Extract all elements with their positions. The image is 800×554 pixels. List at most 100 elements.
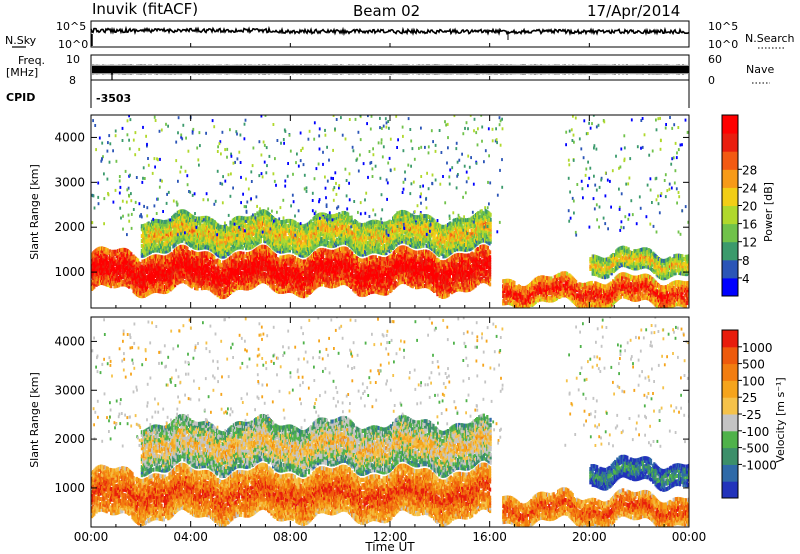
power-cell [167, 228, 170, 233]
power-cell [261, 252, 264, 257]
power-cell [420, 252, 423, 257]
power-cell [301, 272, 304, 276]
power-cell [182, 252, 186, 257]
power-cell [177, 245, 180, 250]
power-cell [383, 286, 386, 291]
power-cell [156, 236, 159, 241]
power-cell [194, 261, 197, 266]
power-cell [140, 243, 143, 248]
power-cell [182, 244, 186, 249]
nave-tick-high: 60 [708, 53, 722, 66]
power-cell [446, 290, 449, 295]
power-cell [154, 236, 157, 241]
power-cell [157, 257, 160, 261]
power-cell [161, 255, 164, 260]
power-cell [154, 248, 157, 253]
power-cell [397, 259, 400, 264]
power-cell [157, 236, 160, 241]
power-cell [309, 282, 312, 287]
power-cell [188, 250, 191, 255]
power-cell [489, 274, 492, 279]
power-cell [213, 260, 216, 265]
power-cell [139, 266, 142, 271]
power-cell [417, 282, 420, 287]
power-cell [282, 262, 285, 267]
power-cell [402, 267, 405, 272]
power-cell [124, 260, 127, 265]
power-cell [134, 279, 137, 283]
power-cell [114, 279, 117, 284]
power-cell [148, 266, 151, 271]
power-cell [330, 267, 334, 272]
power-cell [198, 276, 201, 281]
power-cell [130, 276, 133, 281]
power-cell [253, 276, 256, 281]
power-cell [177, 253, 180, 258]
power-cell [198, 238, 201, 243]
power-cell [351, 281, 354, 286]
power-cell [103, 259, 106, 264]
power-cell [426, 272, 429, 276]
power-cell [393, 277, 396, 282]
power-cell [399, 268, 402, 272]
power-cell [189, 251, 192, 256]
power-cell [242, 256, 245, 261]
power-cell [274, 253, 278, 258]
power-cell [157, 271, 160, 276]
power-cell [182, 254, 186, 259]
power-cell [452, 269, 455, 274]
power-cell [280, 277, 283, 282]
power-cell [483, 259, 486, 264]
power-cell [134, 288, 137, 293]
power-cell [259, 255, 262, 260]
power-cell [162, 247, 165, 252]
power-cell [188, 275, 191, 280]
power-cell [145, 265, 149, 270]
power-cell [176, 251, 179, 256]
power-cell [119, 270, 122, 275]
power-cell [309, 277, 312, 282]
nsearch-label: N.Search [745, 32, 795, 45]
power-cell [189, 240, 192, 245]
power-cell [245, 271, 248, 276]
power-cell [404, 273, 408, 278]
power-cell [143, 226, 146, 231]
power-cell [393, 252, 396, 257]
power-cell [152, 239, 155, 243]
power-cell [293, 273, 297, 278]
power-cell [161, 219, 164, 224]
power-cell [261, 259, 264, 264]
power-cell [309, 260, 312, 265]
power-cell [367, 266, 371, 271]
power-cell [319, 262, 322, 267]
power-cell [185, 228, 188, 233]
power-cell [440, 292, 443, 297]
power-cell [221, 287, 224, 292]
power-cell [230, 255, 233, 260]
power-cell [181, 231, 184, 236]
power-cell [194, 286, 197, 291]
power-cell [152, 269, 155, 274]
power-cell [176, 223, 179, 228]
power-cell [452, 262, 455, 267]
power-cell [288, 261, 291, 266]
power-cell [367, 261, 371, 266]
power-cell [286, 281, 289, 286]
power-cell [272, 269, 275, 274]
power-cell [193, 275, 196, 280]
power-cell [140, 276, 143, 281]
power-cell [202, 278, 205, 283]
power-cell [180, 264, 183, 269]
power-cell [102, 281, 105, 286]
power-cell [362, 288, 365, 293]
power-cell [341, 246, 344, 251]
power-cell [325, 278, 328, 283]
power-cell [176, 281, 179, 286]
power-cell [176, 246, 179, 251]
power-cell [201, 240, 204, 245]
power-cell [230, 262, 233, 267]
power-cell [282, 279, 285, 284]
power-cell [446, 268, 449, 273]
power-cell [272, 271, 275, 276]
power-cell [461, 268, 464, 273]
